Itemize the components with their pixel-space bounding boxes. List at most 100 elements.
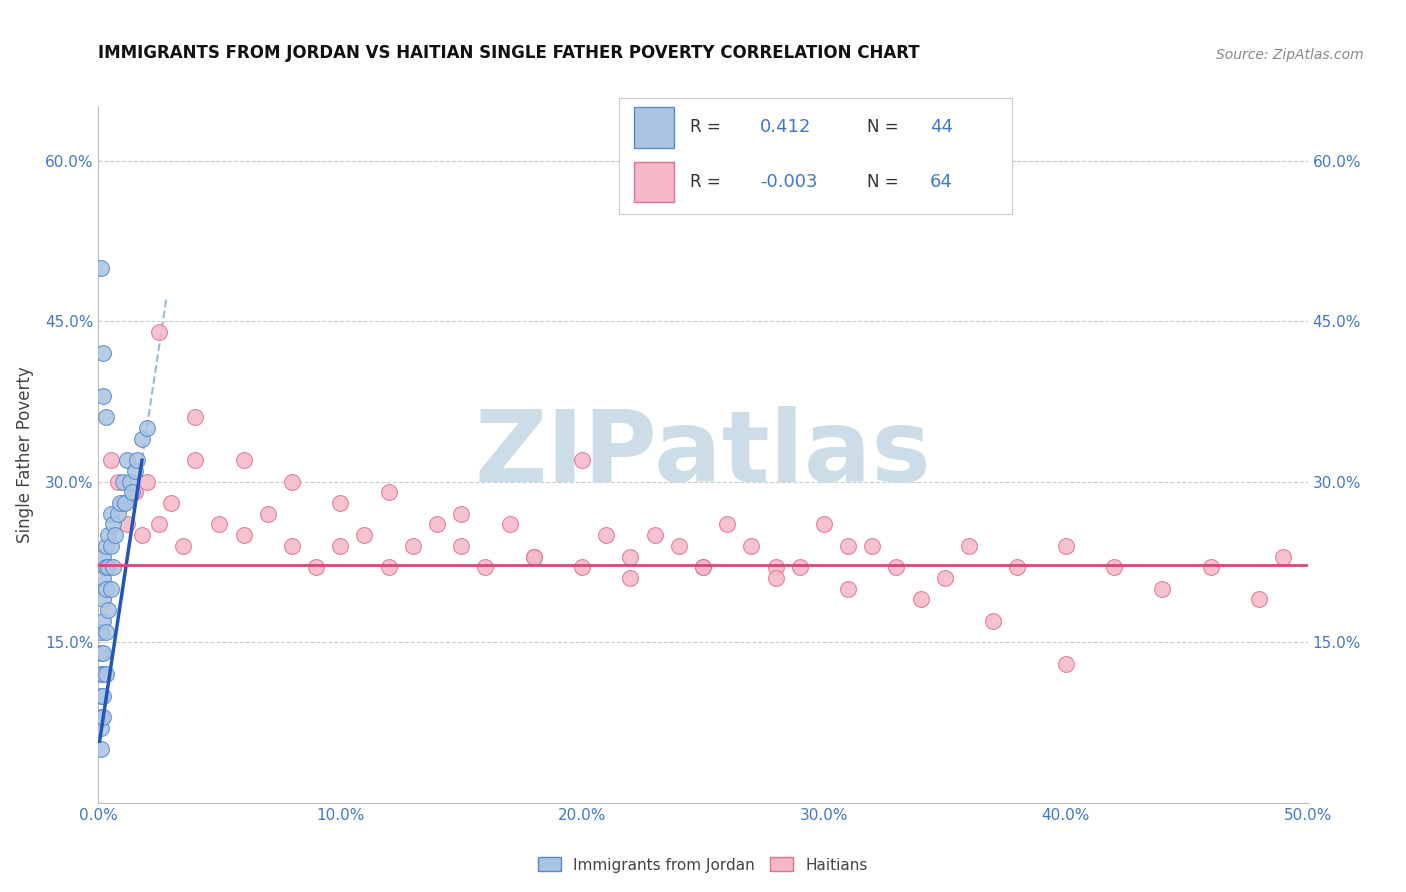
- Point: [1152, 582, 1174, 596]
- Point: [1249, 592, 1271, 607]
- Text: -0.003: -0.003: [761, 173, 818, 191]
- Point: [111, 475, 134, 489]
- Point: [571, 560, 593, 574]
- Point: [131, 432, 153, 446]
- Point: [94, 410, 117, 425]
- Point: [90, 742, 112, 756]
- Point: [232, 453, 254, 467]
- Point: [90, 646, 112, 660]
- Point: [148, 517, 170, 532]
- Point: [91, 549, 114, 564]
- Point: [813, 517, 835, 532]
- Text: Source: ZipAtlas.com: Source: ZipAtlas.com: [1216, 48, 1364, 62]
- Point: [121, 485, 143, 500]
- Point: [957, 539, 980, 553]
- Point: [595, 528, 617, 542]
- Point: [117, 517, 139, 532]
- Point: [619, 549, 641, 564]
- Point: [450, 539, 472, 553]
- Point: [765, 560, 787, 574]
- Point: [886, 560, 908, 574]
- Point: [765, 571, 787, 585]
- Point: [837, 539, 859, 553]
- Point: [377, 485, 399, 500]
- Point: [523, 549, 546, 564]
- Point: [97, 560, 120, 574]
- Point: [668, 539, 690, 553]
- Point: [101, 517, 124, 532]
- Point: [97, 603, 120, 617]
- Text: IMMIGRANTS FROM JORDAN VS HAITIAN SINGLE FATHER POVERTY CORRELATION CHART: IMMIGRANTS FROM JORDAN VS HAITIAN SINGLE…: [98, 45, 920, 62]
- Point: [789, 560, 811, 574]
- Point: [94, 582, 117, 596]
- Point: [127, 453, 149, 467]
- Point: [329, 496, 352, 510]
- Point: [281, 475, 304, 489]
- Point: [124, 485, 146, 500]
- Point: [377, 560, 399, 574]
- Point: [172, 539, 194, 553]
- Point: [474, 560, 496, 574]
- Point: [107, 507, 129, 521]
- Text: 0.412: 0.412: [761, 118, 811, 136]
- Text: 44: 44: [929, 118, 953, 136]
- Point: [131, 528, 153, 542]
- Point: [94, 560, 117, 574]
- Point: [910, 592, 932, 607]
- Point: [135, 421, 157, 435]
- Point: [1272, 549, 1295, 564]
- Point: [91, 346, 114, 360]
- Point: [1054, 657, 1077, 671]
- Point: [837, 582, 859, 596]
- Point: [100, 539, 122, 553]
- Point: [860, 539, 883, 553]
- Point: [101, 560, 124, 574]
- Point: [523, 549, 546, 564]
- Point: [135, 475, 157, 489]
- Point: [108, 496, 131, 510]
- Point: [619, 571, 641, 585]
- Point: [1199, 560, 1222, 574]
- Point: [117, 453, 139, 467]
- Point: [934, 571, 956, 585]
- Text: 64: 64: [929, 173, 952, 191]
- Point: [91, 571, 114, 585]
- Point: [91, 389, 114, 403]
- Point: [329, 539, 352, 553]
- Point: [160, 496, 183, 510]
- Point: [498, 517, 520, 532]
- Point: [740, 539, 762, 553]
- Point: [1102, 560, 1125, 574]
- Y-axis label: Single Father Poverty: Single Father Poverty: [15, 367, 34, 543]
- Point: [692, 560, 714, 574]
- Point: [426, 517, 449, 532]
- Point: [94, 667, 117, 681]
- Point: [94, 539, 117, 553]
- Point: [91, 646, 114, 660]
- Point: [118, 475, 141, 489]
- Point: [91, 667, 114, 681]
- Point: [94, 624, 117, 639]
- Point: [90, 689, 112, 703]
- Point: [256, 507, 278, 521]
- Point: [90, 667, 112, 681]
- Text: R =: R =: [689, 118, 720, 136]
- Point: [208, 517, 231, 532]
- Point: [124, 464, 146, 478]
- Point: [305, 560, 328, 574]
- Point: [353, 528, 375, 542]
- Point: [90, 710, 112, 724]
- Point: [104, 528, 127, 542]
- Point: [184, 453, 207, 467]
- Point: [1007, 560, 1029, 574]
- Point: [111, 496, 134, 510]
- Point: [97, 528, 120, 542]
- Point: [281, 539, 304, 553]
- Point: [90, 260, 112, 275]
- Text: ZIPatlas: ZIPatlas: [475, 407, 931, 503]
- Point: [981, 614, 1004, 628]
- Point: [716, 517, 738, 532]
- Point: [571, 453, 593, 467]
- Point: [100, 582, 122, 596]
- Point: [148, 325, 170, 339]
